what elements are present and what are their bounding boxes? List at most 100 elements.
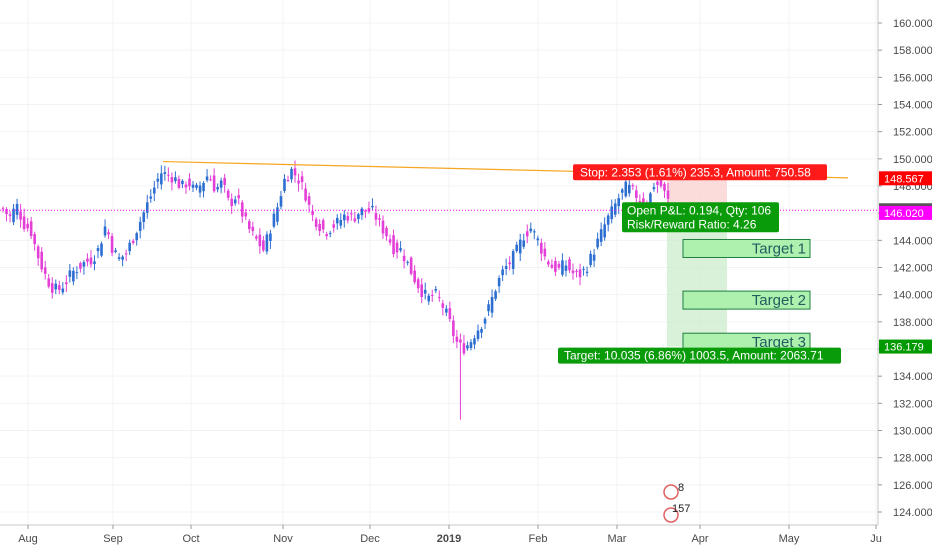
candle-body [494, 291, 497, 299]
profit-zone[interactable] [667, 210, 727, 347]
candle-body [114, 250, 117, 252]
candle-body [378, 218, 381, 220]
candle-body [367, 208, 371, 212]
candle-body [483, 318, 487, 324]
candle-body [79, 263, 82, 269]
candle-body [649, 193, 652, 208]
time-tick-label: 2019 [437, 533, 461, 545]
candle-body [399, 248, 402, 251]
candle-body [230, 198, 234, 207]
price-tag-label: 136.179 [884, 342, 924, 354]
candle-body [247, 221, 251, 230]
candle-body [212, 175, 216, 192]
candle-body [103, 226, 107, 236]
time-tick-label: Apr [691, 533, 708, 545]
target-1-label: Target 1 [752, 240, 806, 257]
event-flag-icon[interactable] [663, 484, 679, 500]
candle-body [15, 203, 19, 215]
target-3-label: Target 3 [752, 334, 806, 351]
candle-body [269, 233, 272, 241]
price-tag-label: 148.567 [884, 173, 924, 185]
target-label: Target: 10.035 (6.86%) 1003.5, Amount: 2… [564, 349, 824, 363]
event-badges[interactable]: 8 157 [663, 482, 690, 523]
candle-body [265, 234, 269, 252]
candle-body [448, 308, 452, 320]
candle-body [75, 272, 79, 274]
candle-body [476, 330, 480, 339]
candle-body [272, 213, 276, 227]
candle-body [276, 207, 279, 222]
candle-body [571, 270, 575, 274]
candle-body [290, 168, 293, 180]
time-tick-label: Mar [608, 533, 627, 545]
candle-body [258, 234, 262, 247]
candle-body [603, 224, 606, 238]
candle-body [360, 208, 364, 216]
time-tick-label: Feb [529, 533, 548, 545]
time-axis[interactable]: Aug Sep Oct Nov Dec 2019 Feb Mar Apr May Ju [18, 525, 882, 545]
price-tag [879, 339, 932, 354]
target-2-label: Target 2 [752, 292, 806, 309]
candle-body [160, 173, 163, 185]
candle-body [181, 180, 184, 184]
candle-body [522, 240, 526, 247]
candle-body [219, 180, 223, 188]
candle-body [82, 262, 86, 267]
candle-body [262, 240, 265, 251]
candle-body [441, 303, 445, 308]
candle-body [54, 283, 58, 290]
candle-body [100, 243, 103, 256]
price-tick-label: 142.000 [893, 263, 932, 275]
candle-body [223, 177, 226, 185]
candle-body [61, 288, 65, 293]
candle-body [550, 264, 554, 268]
candle-body [652, 187, 656, 190]
candle-body [466, 345, 469, 349]
price-tick-label: 160.000 [893, 18, 932, 30]
target-label-box[interactable]: Target: 10.035 (6.86%) 1003.5, Amount: 2… [558, 347, 841, 364]
price-tick-label: 126.000 [893, 480, 932, 492]
candle-body [29, 221, 33, 237]
time-tick-label: May [779, 533, 800, 545]
candle-body [26, 223, 29, 229]
candle-body [335, 217, 339, 224]
candle-body [342, 214, 346, 221]
candle-body [395, 242, 399, 253]
price-tag-label: 146.020 [884, 208, 924, 220]
candle-body [195, 184, 198, 188]
candles [1, 160, 670, 420]
candle-body [251, 226, 255, 232]
target-2-box[interactable]: Target 2 [682, 290, 811, 310]
stop-label: Stop: 2.353 (1.61%) 235.3, Amount: 750.5… [580, 165, 811, 179]
grid [0, 0, 878, 525]
candle-body [504, 266, 508, 269]
candle-body [135, 233, 139, 241]
stop-label-box[interactable]: Stop: 2.353 (1.61%) 235.3, Amount: 750.5… [573, 164, 827, 181]
candle-body [33, 234, 36, 245]
candle-body [124, 253, 128, 255]
target-1-box[interactable]: Target 1 [682, 238, 811, 258]
candle-body [487, 304, 490, 312]
price-tick-label: 124.000 [893, 507, 932, 519]
candle-body [170, 177, 174, 183]
event-flag-icon[interactable] [663, 507, 679, 523]
pnl-label-box[interactable]: Open P&L: 0.194, Qty: 106 Risk/Reward Ra… [622, 202, 779, 233]
candle-body [226, 190, 230, 198]
time-tick-label: Ju [870, 533, 882, 545]
candle-body [205, 176, 209, 181]
candle-body [617, 198, 621, 207]
candle-body [536, 238, 540, 241]
candle-body [455, 336, 459, 342]
candle-body [138, 221, 142, 231]
candle-body [557, 263, 561, 268]
candle-body [177, 178, 181, 188]
candle-body [554, 260, 557, 272]
price-axis[interactable]: 124.000 126.000 128.000 130.000 132.000 134.0… [878, 18, 932, 519]
candle-body [473, 338, 476, 345]
price-tick-label: 134.000 [893, 371, 932, 383]
candle-body [307, 196, 311, 205]
candle-body [121, 256, 124, 260]
candle-body [508, 262, 511, 265]
